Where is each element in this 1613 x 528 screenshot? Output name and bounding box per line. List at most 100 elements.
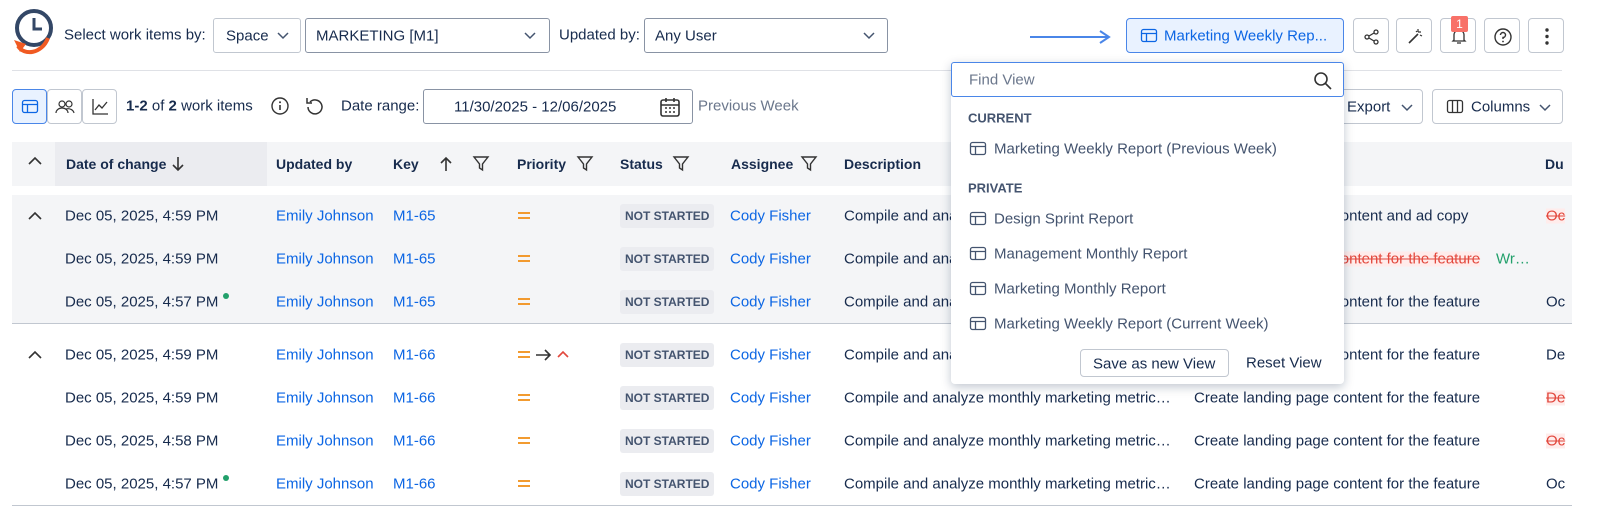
people-icon bbox=[55, 100, 75, 114]
issue-key: M1-65 bbox=[393, 250, 436, 268]
priority-icon bbox=[518, 255, 530, 262]
assignee: Cody Fisher bbox=[730, 389, 811, 407]
date-range-input[interactable]: 11/30/2025 - 12/06/2025 bbox=[423, 89, 693, 124]
table-icon bbox=[969, 246, 987, 261]
updated-by: Emily Johnson bbox=[276, 293, 374, 311]
updated-by: Emily Johnson bbox=[276, 207, 374, 225]
status-lozenge: NOT STARTED bbox=[620, 386, 715, 411]
new-dot bbox=[223, 292, 229, 299]
filter-icon bbox=[672, 156, 690, 172]
view-dropdown: Find View Save as new View Reset View CU… bbox=[951, 62, 1344, 384]
updated-by: Emily Johnson bbox=[276, 432, 374, 450]
range: 1-2 bbox=[126, 97, 148, 115]
section-title: CURRENT bbox=[968, 110, 1032, 126]
new-dot bbox=[223, 474, 229, 481]
date-preset: Previous Week bbox=[698, 97, 799, 115]
space-select[interactable]: Space bbox=[213, 18, 301, 53]
sorted-header-bg bbox=[55, 142, 267, 186]
assignee: Cody Fisher bbox=[730, 207, 811, 225]
issue-key: M1-65 bbox=[393, 207, 436, 225]
filter-icon bbox=[576, 156, 594, 172]
find-view-input[interactable]: Find View bbox=[951, 62, 1344, 97]
placeholder: Find View bbox=[969, 71, 1035, 89]
change-date: Dec 05, 2025, 4:59 PM bbox=[65, 346, 219, 364]
wand-icon bbox=[1408, 29, 1423, 44]
space-value: Space bbox=[226, 27, 269, 45]
chevron bbox=[1539, 104, 1551, 112]
updated-by: Emily Johnson bbox=[276, 346, 374, 364]
project-value: MARKETING [M1] bbox=[316, 27, 439, 45]
change-date: Dec 05, 2025, 4:58 PM bbox=[65, 432, 219, 450]
sort-arrow bbox=[172, 157, 184, 172]
due-date: De bbox=[1546, 389, 1566, 407]
magic-button[interactable] bbox=[1396, 18, 1432, 53]
refresh-icon[interactable] bbox=[306, 97, 324, 115]
table-icon bbox=[969, 211, 987, 226]
assignee: Cody Fisher bbox=[730, 293, 811, 311]
column-header: Priority bbox=[517, 156, 567, 172]
updated-by: Emily Johnson bbox=[276, 389, 374, 407]
priority-icon bbox=[518, 394, 530, 402]
priority-high-icon bbox=[557, 351, 569, 359]
search-icon bbox=[1314, 72, 1332, 90]
due-date: De bbox=[1546, 346, 1566, 364]
column-header: Du bbox=[1545, 156, 1564, 172]
date-label: Date range: bbox=[341, 97, 420, 115]
status-lozenge: NOT STARTED bbox=[620, 204, 715, 229]
view-option[interactable]: Marketing Monthly Report bbox=[994, 280, 1166, 298]
due-date: Oc bbox=[1546, 207, 1566, 225]
change-date: Dec 05, 2025, 4:59 PM bbox=[65, 389, 219, 407]
status-lozenge: NOT STARTED bbox=[620, 247, 715, 272]
due-date: Oc bbox=[1546, 475, 1566, 493]
change-date: Dec 05, 2025, 4:59 PM bbox=[65, 207, 219, 225]
help-icon bbox=[1494, 28, 1512, 46]
total: 2 bbox=[168, 97, 177, 115]
table-view-button[interactable] bbox=[12, 89, 47, 124]
chart-view-button[interactable] bbox=[82, 89, 117, 124]
chevron bbox=[524, 32, 536, 40]
notification-badge: 1 bbox=[1451, 16, 1468, 32]
view-option[interactable]: Marketing Weekly Report (Current Week) bbox=[994, 315, 1269, 333]
change-date: Dec 05, 2025, 4:57 PM bbox=[65, 475, 219, 493]
columns-button[interactable]: Columns bbox=[1432, 89, 1563, 124]
export-label: Export bbox=[1347, 98, 1391, 116]
reset-view-button[interactable]: Reset View bbox=[1246, 354, 1322, 372]
column-header: Updated by bbox=[276, 156, 353, 172]
description: Compile and analyze monthly marketing me… bbox=[844, 475, 1171, 493]
view-option[interactable]: Marketing Weekly Report (Previous Week) bbox=[994, 140, 1277, 158]
help-button[interactable] bbox=[1484, 18, 1520, 53]
updated-by: Emily Johnson bbox=[276, 475, 374, 493]
divider bbox=[12, 70, 1562, 71]
chevron bbox=[863, 32, 875, 40]
sort-arrow bbox=[440, 156, 452, 171]
more-button[interactable] bbox=[1528, 18, 1564, 53]
description: Compile and analyze monthly marketing me… bbox=[844, 432, 1171, 450]
issue-key: M1-66 bbox=[393, 475, 436, 493]
view-button[interactable]: Marketing Weekly Rep... bbox=[1126, 18, 1344, 53]
status-lozenge: NOT STARTED bbox=[620, 428, 715, 453]
info-icon bbox=[271, 97, 289, 115]
share-button[interactable] bbox=[1353, 18, 1389, 53]
dots-icon bbox=[1545, 28, 1549, 45]
columns-label: Columns bbox=[1471, 98, 1531, 116]
section-title: PRIVATE bbox=[968, 180, 1023, 196]
items-label: work items bbox=[181, 97, 253, 115]
people-view-button[interactable] bbox=[47, 89, 82, 124]
select-label: Select work items by: bbox=[64, 26, 206, 44]
priority-icon bbox=[518, 297, 530, 305]
description: Compile and analyze monthly marketing me… bbox=[844, 389, 1171, 407]
view-option[interactable]: Management Monthly Report bbox=[994, 245, 1188, 263]
user-select[interactable]: Any User bbox=[644, 18, 888, 53]
issue-key: M1-66 bbox=[393, 389, 436, 407]
logo bbox=[14, 9, 53, 55]
assignee: Cody Fisher bbox=[730, 250, 811, 268]
view-option[interactable]: Design Sprint Report bbox=[994, 210, 1134, 228]
project-select[interactable]: MARKETING [M1] bbox=[305, 18, 550, 53]
summary: Create landing page content for the feat… bbox=[1194, 475, 1481, 493]
of: of bbox=[151, 97, 165, 115]
summary: Create landing page content for the feat… bbox=[1194, 432, 1481, 450]
updated-by-label: Updated by: bbox=[559, 26, 640, 44]
due-date: Oc bbox=[1546, 293, 1566, 311]
save-view-button[interactable]: Save as new View bbox=[1080, 349, 1229, 377]
date-range: 11/30/2025 - 12/06/2025 bbox=[454, 98, 617, 116]
